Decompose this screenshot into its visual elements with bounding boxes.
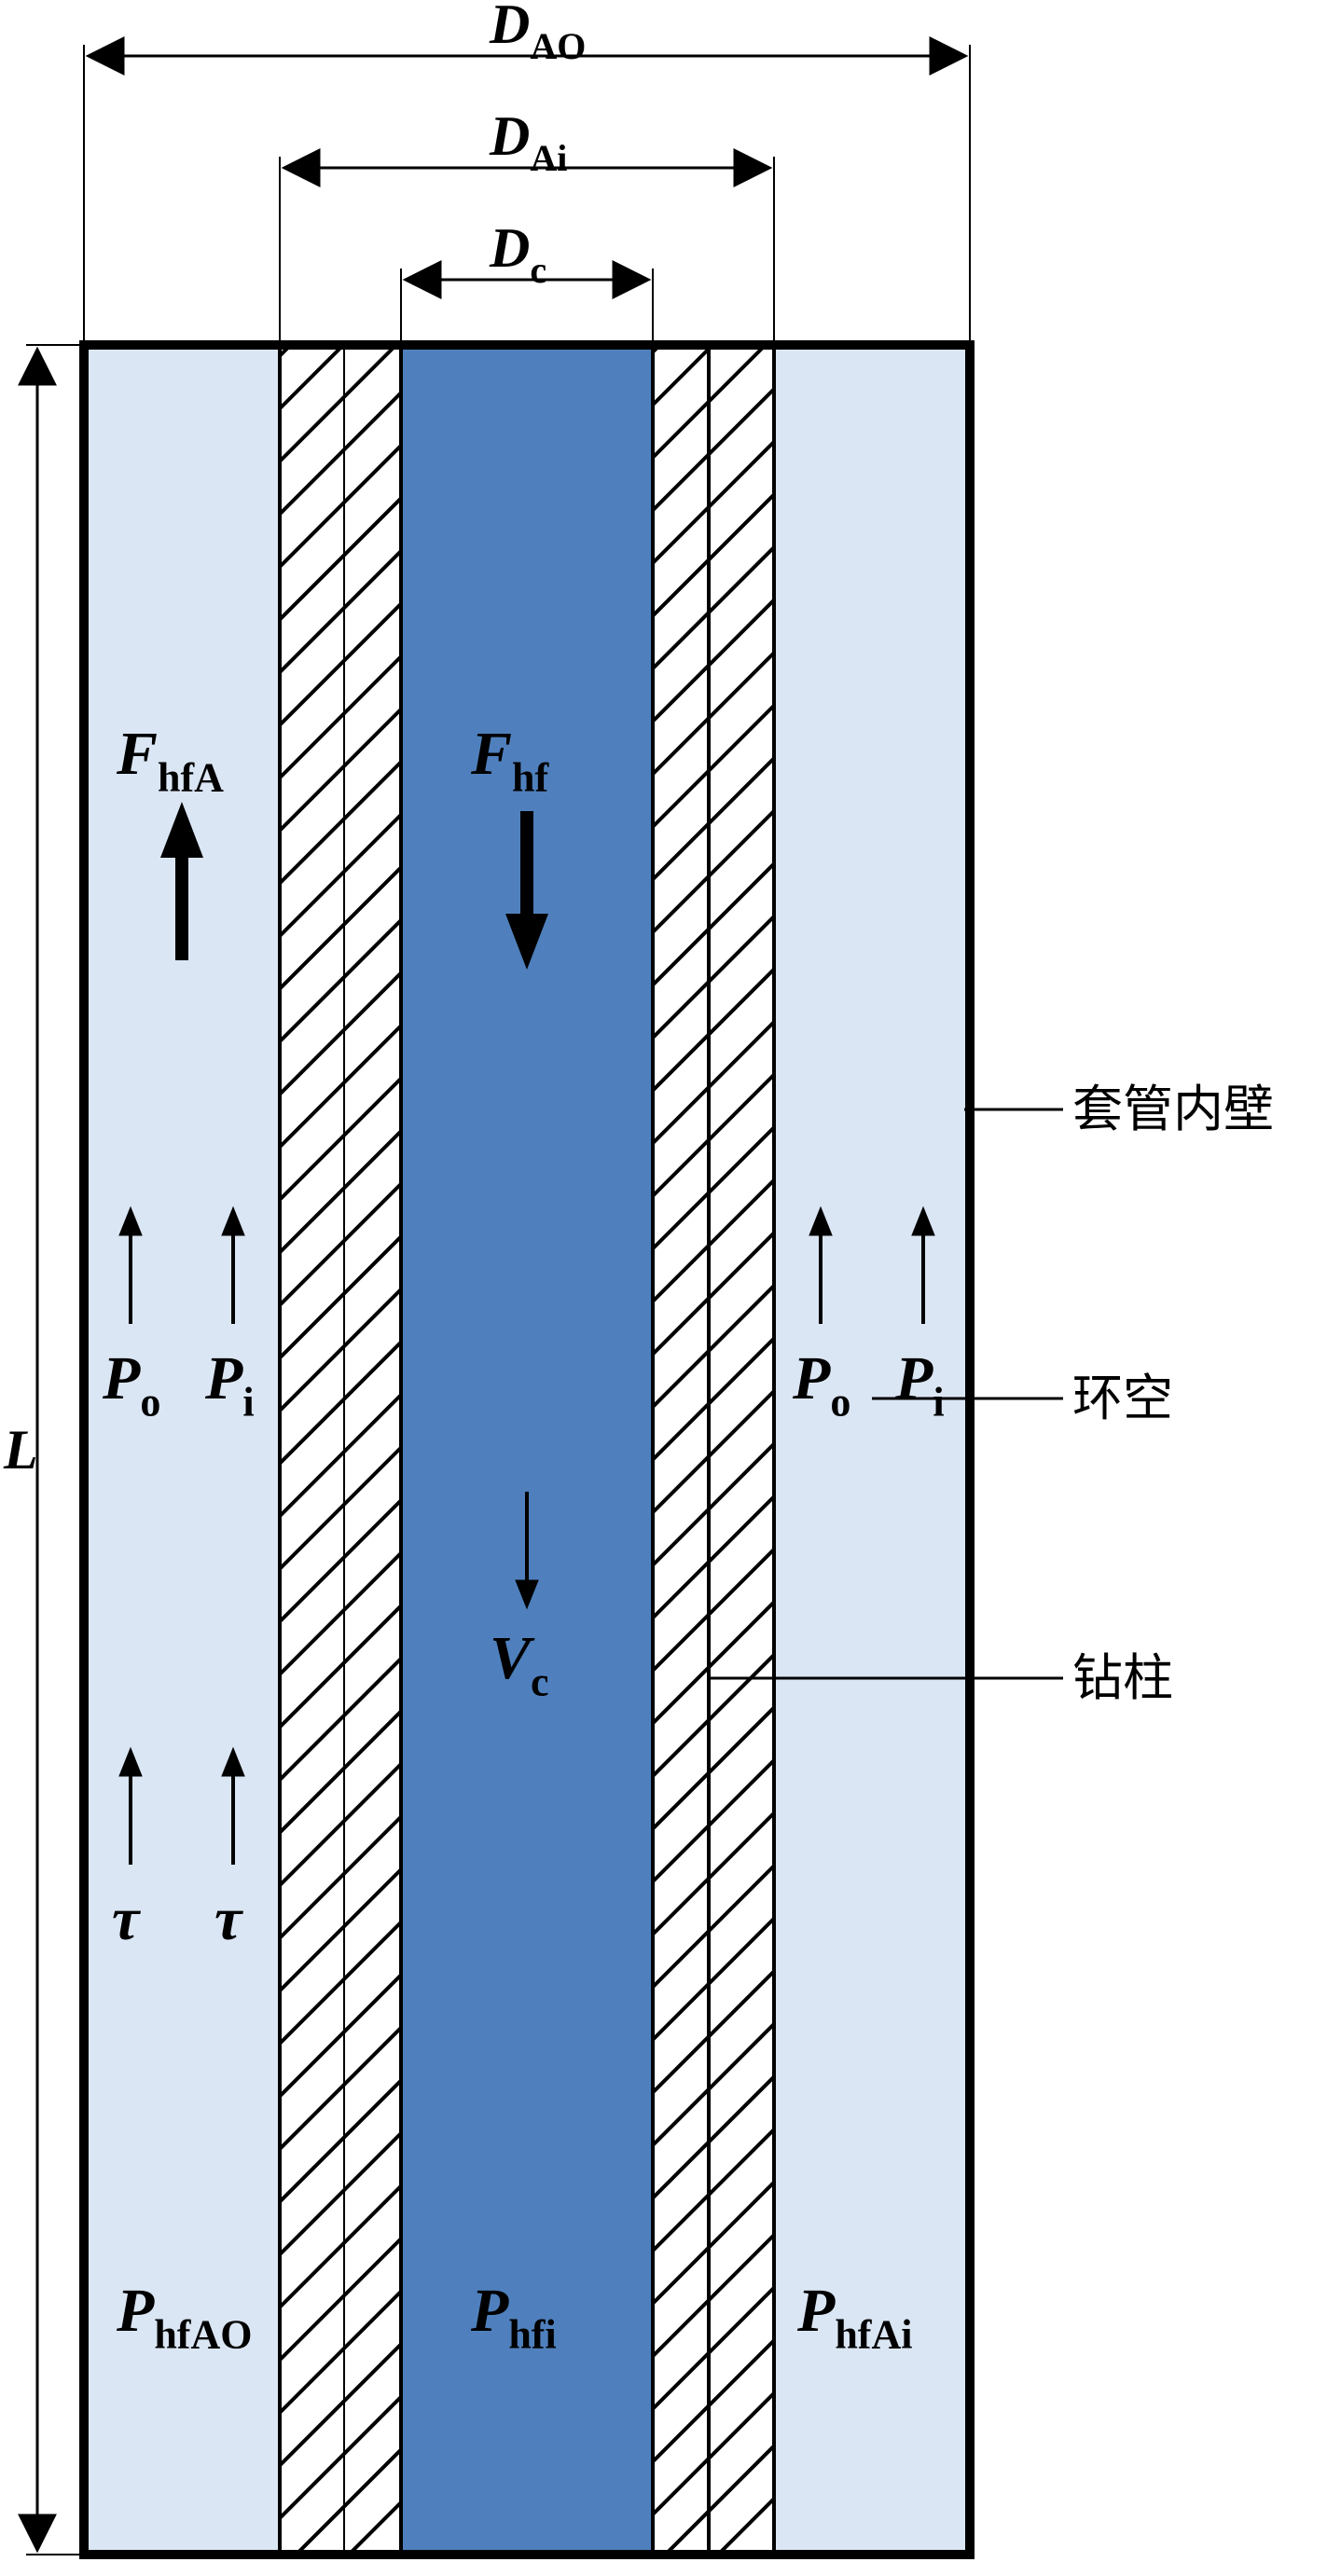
pipe-wall-left-inner — [345, 345, 401, 2555]
dim-L-label: L — [3, 1419, 38, 1481]
callout-drillstring-text: 钻柱 — [1072, 1650, 1173, 1706]
label-tau-1: τ — [112, 1885, 141, 1953]
callout-annulus-text: 环空 — [1072, 1371, 1173, 1426]
callout-casing-wall-text: 套管内壁 — [1072, 1081, 1274, 1137]
label-tau-2: τ — [214, 1885, 243, 1953]
pipe-wall-left — [280, 345, 345, 2555]
diagram-svg: DAODAiDcLFhfAFhfPoPiPoPiVcττPhfAOPhfAiPh… — [0, 0, 1341, 2576]
drill-bore — [401, 345, 653, 2555]
pipe-wall-right-inner — [653, 345, 709, 2555]
pipe-wall-right — [709, 345, 774, 2555]
